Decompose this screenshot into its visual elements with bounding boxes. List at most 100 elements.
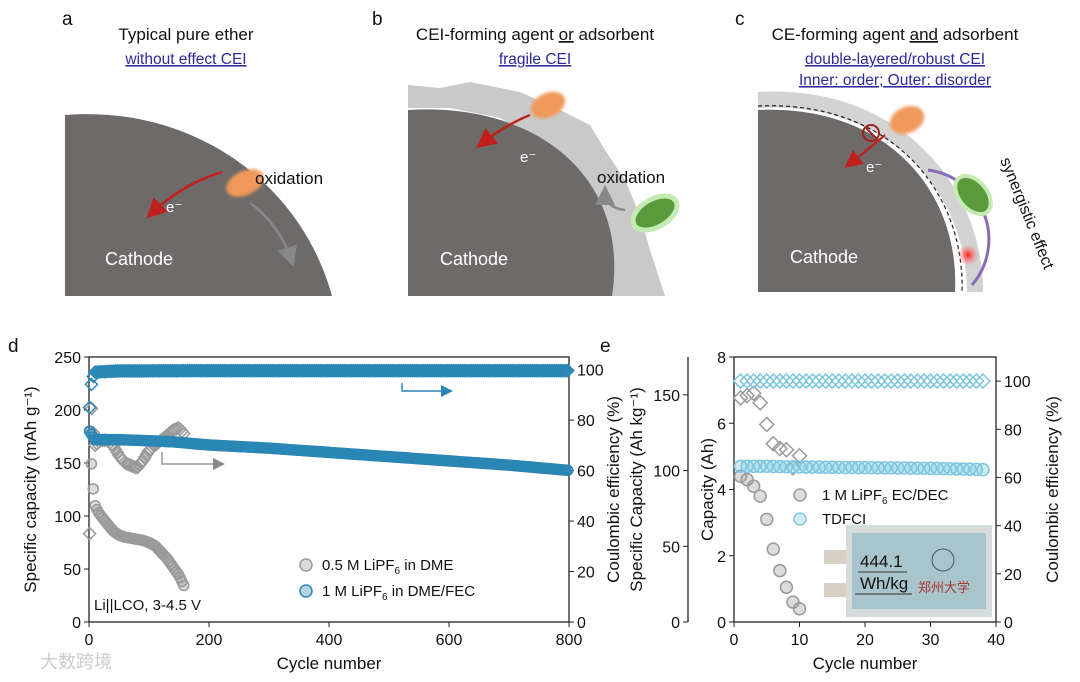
data-point <box>817 373 834 390</box>
data-point <box>778 373 795 390</box>
data-point <box>555 363 570 378</box>
x-tick-label: 0 <box>730 632 739 649</box>
legend-label: 1 M LiPF6 EC/DEC <box>822 487 949 507</box>
data-point <box>791 447 808 464</box>
data-point <box>745 373 762 390</box>
data-point <box>804 373 821 390</box>
y2-tick-label: 100 <box>1004 374 1031 391</box>
legend-label: 0.5 M LiPF6 in DME <box>322 557 453 577</box>
panel-label: e <box>600 336 611 357</box>
data-point <box>752 373 769 390</box>
series-1-m-lipf6-ec-dec <box>733 469 807 616</box>
y-axis-label: Capacity (Ah) <box>698 438 717 541</box>
data-point <box>771 373 788 390</box>
blocked-icon-slash <box>865 127 877 139</box>
data-point <box>830 373 847 390</box>
outer-y-tick-label: 100 <box>653 464 680 481</box>
series-0-5-m-lipf6-in-dme <box>83 425 190 592</box>
data-point <box>87 483 100 495</box>
x-tick-label: 200 <box>196 632 223 649</box>
x-tick-label: 40 <box>987 632 1005 649</box>
y-tick-label: 0 <box>72 615 81 632</box>
outer-y-axis-label: Specific Capacity (Ah kg⁻¹) <box>627 387 646 592</box>
data-point <box>837 373 854 390</box>
panel-label: c <box>735 9 745 30</box>
y-tick-label: 100 <box>54 509 81 526</box>
data-point <box>976 462 990 477</box>
panel-subtitle: double-layered/robust CEI <box>805 51 985 68</box>
energy-density-value: 444.1 <box>860 552 903 571</box>
x-tick-label: 800 <box>556 632 583 649</box>
data-point <box>928 373 946 390</box>
data-point <box>850 373 867 390</box>
y-tick-label: 150 <box>54 456 81 473</box>
data-point <box>732 389 749 407</box>
legend-marker <box>299 584 313 598</box>
x-tick-label: 400 <box>316 632 343 649</box>
data-point <box>773 563 787 578</box>
right-axis-arrow <box>401 383 453 397</box>
data-point <box>876 373 893 390</box>
data-point <box>732 373 749 390</box>
data-point <box>792 602 807 616</box>
series-1-m-lipf6-in-dme-fec <box>83 425 574 477</box>
y2-axis-label: Coulombic efficiency (%) <box>1043 396 1062 583</box>
data-point <box>560 363 575 378</box>
y-tick-label: 8 <box>717 350 726 367</box>
data-point <box>870 373 887 390</box>
y-tick-label: 4 <box>717 483 726 500</box>
data-point <box>753 489 767 503</box>
outer-y-tick-label: 0 <box>671 615 680 632</box>
oxidation-label: oxidation <box>255 169 323 188</box>
cell-tab <box>824 583 847 597</box>
y2-tick-label: 60 <box>577 464 595 481</box>
y-tick-label: 200 <box>54 403 81 420</box>
cathode-label: Cathode <box>105 249 173 269</box>
y2-tick-label: 20 <box>577 565 595 582</box>
data-point <box>733 469 748 483</box>
pouch-cell-photo: 444.1 Wh/kg 郑州大学 <box>824 525 992 617</box>
legend-marker <box>793 512 807 526</box>
data-point <box>856 373 874 390</box>
x-tick-label: 600 <box>436 632 463 649</box>
data-point <box>765 435 782 452</box>
data-point <box>791 373 808 390</box>
y2-tick-label: 20 <box>1004 567 1022 584</box>
data-point <box>909 373 926 390</box>
y2-tick-label: 60 <box>1004 470 1022 487</box>
y-tick-label: 250 <box>54 350 81 367</box>
university-name: 郑州大学 <box>918 580 970 595</box>
y-tick-label: 6 <box>717 416 726 433</box>
data-point <box>178 579 190 592</box>
watermark: 大数跨境 <box>40 652 112 672</box>
ether-molecule <box>530 91 566 119</box>
panel-subtitle: without effect CEI <box>124 51 246 68</box>
data-point <box>811 373 828 390</box>
data-point <box>784 373 802 390</box>
data-point <box>922 373 939 390</box>
data-point <box>955 373 972 390</box>
right-axis-arrow-gray <box>161 452 225 470</box>
data-point <box>889 373 906 390</box>
data-point <box>778 441 795 458</box>
cathode-shape <box>758 109 956 293</box>
data-point <box>766 542 781 556</box>
panel-c: c CE-forming agent and adsorbent double-… <box>735 9 1057 293</box>
electron-label: e⁻ <box>866 159 882 176</box>
y-tick-label: 50 <box>63 562 81 579</box>
data-point <box>758 373 775 390</box>
energy-density-unit: Wh/kg <box>860 574 908 593</box>
data-point <box>942 373 959 390</box>
data-point <box>110 445 125 460</box>
panel-title: Typical pure ether <box>118 25 253 44</box>
oxidation-label: oxidation <box>597 168 665 187</box>
series-1-m-lipf6-in-dme-fec-ce- <box>82 363 575 415</box>
data-point <box>557 363 572 378</box>
electron-arrow <box>146 170 223 219</box>
x-tick-label: 0 <box>85 632 94 649</box>
legend-marker <box>299 558 313 572</box>
y2-tick-label: 0 <box>1004 615 1013 632</box>
series-tdfci-ce- <box>732 373 991 390</box>
data-point <box>779 580 794 594</box>
